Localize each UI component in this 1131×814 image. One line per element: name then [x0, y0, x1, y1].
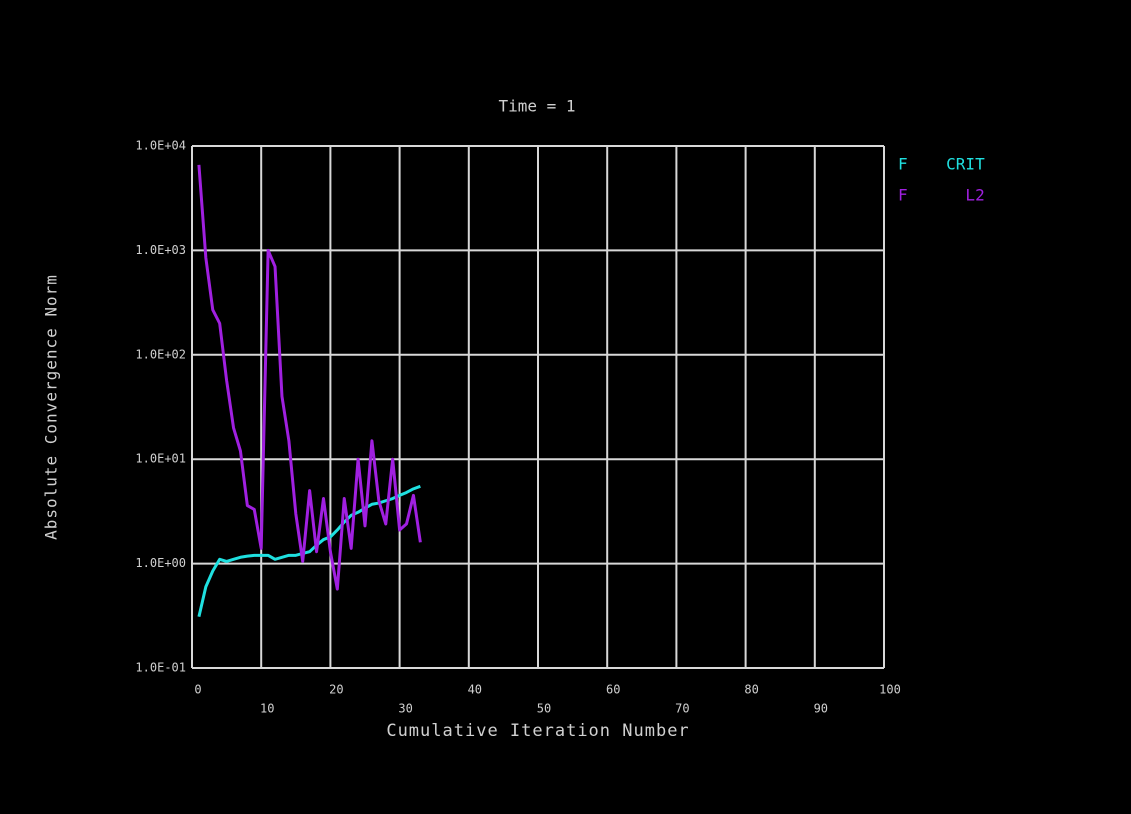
y-tick-label: 1.0E+03	[135, 243, 186, 257]
y-tick-label: 1.0E+01	[135, 452, 186, 466]
y-tick-label: 1.0E+00	[135, 556, 186, 570]
x-tick-label: 40	[468, 683, 482, 697]
x-tick-label: 90	[814, 702, 828, 716]
x-tick-label: 60	[606, 683, 620, 697]
x-tick-label: 20	[329, 683, 343, 697]
chart-title: Time = 1	[498, 97, 575, 116]
legend-label: F L2	[898, 186, 985, 205]
y-tick-label: 1.0E+04	[135, 139, 186, 153]
series-line	[197, 484, 421, 618]
y-tick-label: 1.0E+02	[135, 347, 186, 361]
x-tick-label: 30	[398, 702, 412, 716]
legend-label: F CRIT	[898, 155, 985, 174]
y-tick-label: 1.0E-01	[135, 661, 186, 675]
x-tick-label: 10	[260, 702, 274, 716]
x-tick-label: 0	[194, 683, 201, 697]
x-axis-label: Cumulative Iteration Number	[386, 721, 689, 741]
x-tick-label: 50	[537, 702, 551, 716]
x-tick-label: 80	[744, 683, 758, 697]
series-line	[197, 164, 422, 591]
y-axis-label: Absolute Convergence Norm	[42, 274, 61, 540]
x-tick-label: 100	[879, 683, 901, 697]
x-tick-label: 70	[675, 702, 689, 716]
